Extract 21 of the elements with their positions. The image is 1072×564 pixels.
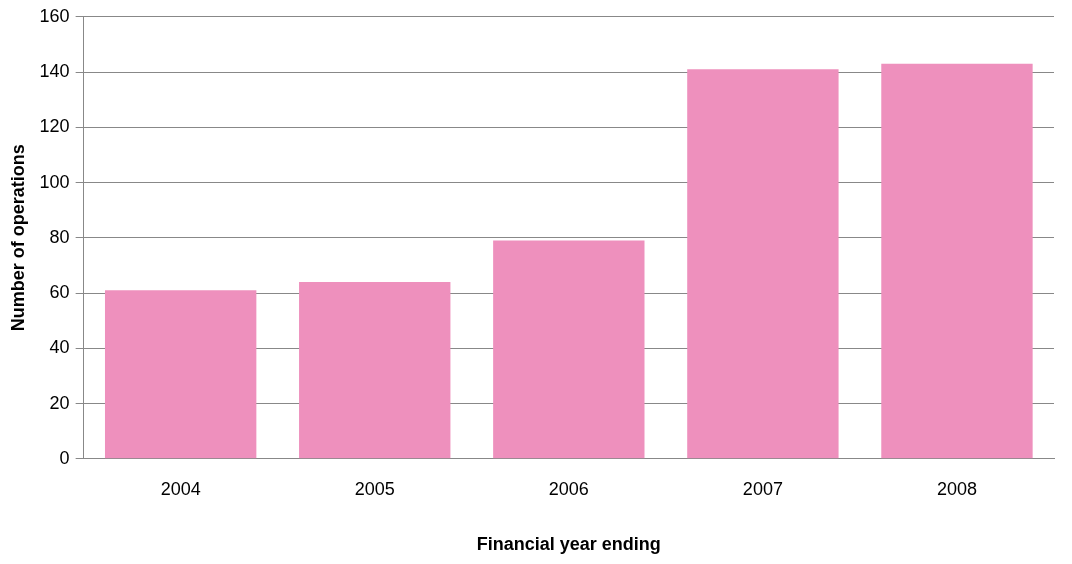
y-tick-label: 120	[39, 116, 70, 137]
y-tick-label: 0	[59, 447, 70, 468]
x-tick-label: 2004	[160, 478, 201, 499]
y-tick-label: 80	[49, 226, 70, 247]
x-axis-title: Financial year ending	[476, 534, 661, 555]
y-tick-label: 60	[49, 282, 70, 303]
bar	[687, 69, 839, 459]
bar	[881, 63, 1033, 459]
y-tick-label: 140	[39, 61, 70, 82]
y-tick-label: 20	[49, 392, 70, 413]
bar	[104, 290, 257, 459]
x-tick-label: 2005	[354, 478, 395, 499]
x-tick-label: 2008	[936, 478, 977, 499]
y-tick-label: 160	[39, 5, 70, 26]
y-tick-label: 100	[39, 171, 70, 192]
x-tick-label: 2007	[742, 478, 783, 499]
x-tick-label: 2006	[548, 478, 589, 499]
y-axis-title: Number of operations	[7, 144, 28, 332]
bar	[493, 240, 645, 459]
bar	[299, 282, 451, 459]
y-tick-label: 40	[49, 337, 70, 358]
